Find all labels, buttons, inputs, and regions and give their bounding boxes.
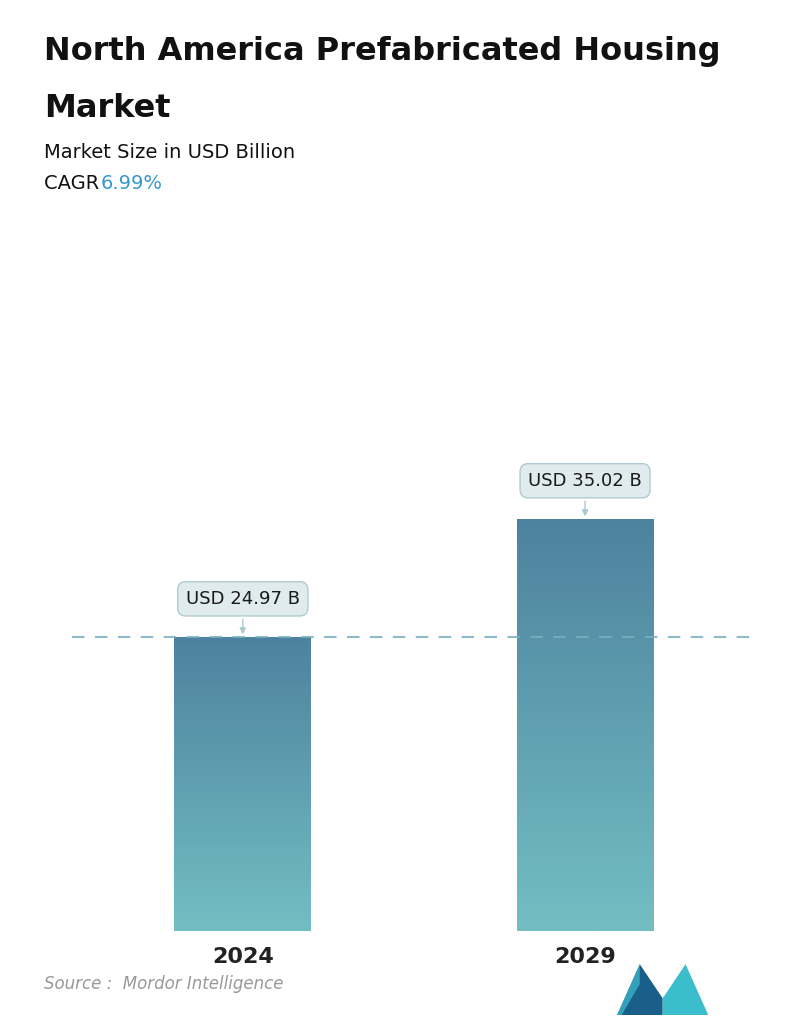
Polygon shape xyxy=(617,964,663,1015)
Polygon shape xyxy=(617,964,640,1015)
Text: North America Prefabricated Housing: North America Prefabricated Housing xyxy=(44,36,720,67)
Polygon shape xyxy=(663,964,708,1015)
Text: Market: Market xyxy=(44,93,170,124)
Text: USD 24.97 B: USD 24.97 B xyxy=(185,589,300,633)
Text: USD 35.02 B: USD 35.02 B xyxy=(529,472,642,515)
Text: Market Size in USD Billion: Market Size in USD Billion xyxy=(44,143,295,161)
Text: 6.99%: 6.99% xyxy=(101,174,163,192)
Text: CAGR: CAGR xyxy=(44,174,111,192)
Text: Source :  Mordor Intelligence: Source : Mordor Intelligence xyxy=(44,975,283,993)
